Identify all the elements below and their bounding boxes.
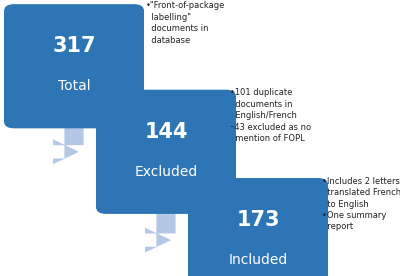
- Polygon shape: [145, 207, 176, 253]
- Text: •101 duplicate
  documents in
  English/French
⁃43 excluded as no
  mention of F: •101 duplicate documents in English/Fren…: [230, 88, 311, 143]
- FancyBboxPatch shape: [4, 4, 144, 128]
- Polygon shape: [53, 121, 84, 164]
- Text: 317: 317: [52, 36, 96, 56]
- Text: Total: Total: [58, 79, 90, 93]
- FancyBboxPatch shape: [188, 178, 328, 276]
- Text: 173: 173: [236, 210, 280, 230]
- Text: 144: 144: [144, 122, 188, 142]
- Text: Excluded: Excluded: [134, 165, 198, 179]
- Text: •"Front-of-package
  labelling"
  documents in
  database: •"Front-of-package labelling" documents …: [146, 1, 225, 45]
- Text: Included: Included: [228, 253, 288, 267]
- FancyBboxPatch shape: [96, 90, 236, 214]
- Text: •Includes 2 letters
  translated French
  to English
•One summary
  report: •Includes 2 letters translated French to…: [322, 177, 400, 232]
